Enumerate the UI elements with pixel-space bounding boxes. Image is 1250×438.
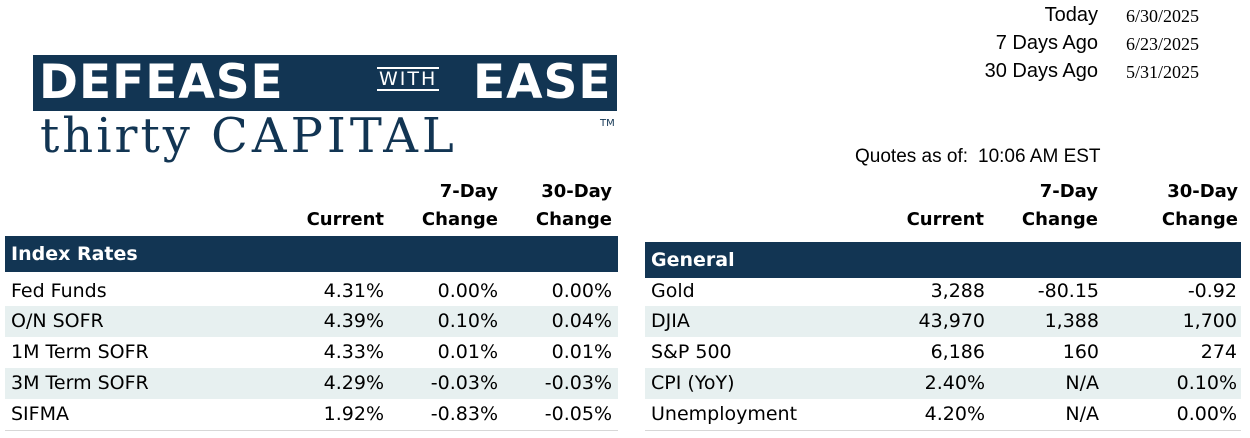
row-label: 1M Term SOFR	[11, 341, 149, 363]
table-row: O/N SOFR 4.39% 0.10% 0.04%	[5, 306, 618, 337]
current-value: 6,186	[930, 341, 985, 363]
table-row: Gold 3,288 -80.15 -0.92	[645, 276, 1241, 307]
logo-banner: DEFEASE WITH EASE	[33, 55, 617, 111]
header-30day: 30-Day	[1167, 181, 1238, 202]
header-7day: 7-Day	[439, 181, 498, 202]
30day-change-value: 0.00%	[551, 280, 612, 302]
quotes-label: Quotes as of:	[855, 146, 969, 167]
logo-word-capital: CAPITAL	[211, 108, 458, 164]
table-row: S&P 500 6,186 160 274	[645, 337, 1241, 368]
table-row: Unemployment 4.20% N/A 0.00%	[645, 399, 1241, 430]
date-value-today: 6/30/2025	[1126, 6, 1200, 26]
30day-change-value: -0.05%	[544, 403, 612, 425]
30day-change-value: 0.10%	[1176, 372, 1237, 394]
row-label: Gold	[651, 280, 695, 302]
table-bottom-border	[5, 430, 618, 431]
7day-change-value: -80.15	[1037, 280, 1099, 302]
date-label-7-days: 7 Days Ago	[995, 32, 1098, 54]
header-7day-change: Change	[421, 209, 498, 230]
logo-word-ease: EASE	[473, 55, 612, 110]
30day-change-value: 1,700	[1182, 310, 1237, 332]
7day-change-value: 0.01%	[437, 341, 498, 363]
current-value: 4.20%	[924, 403, 985, 425]
logo-word-thirty: thirty	[40, 108, 193, 164]
30day-change-value: 0.04%	[551, 310, 612, 332]
7day-change-value: 0.00%	[437, 280, 498, 302]
current-value: 4.39%	[323, 310, 384, 332]
header-30day-change: Change	[1161, 209, 1238, 230]
row-label: DJIA	[651, 310, 690, 332]
row-label: SIFMA	[11, 403, 69, 425]
header-30day-change: Change	[535, 209, 612, 230]
header-7day: 7-Day	[1039, 181, 1098, 202]
7day-change-value: -0.03%	[430, 372, 498, 394]
current-value: 2.40%	[924, 372, 985, 394]
table-row: CPI (YoY) 2.40% N/A 0.10%	[645, 368, 1241, 399]
quotes-time: 10:06 AM EST	[978, 146, 1101, 167]
7day-change-value: 160	[1062, 341, 1099, 363]
current-value: 43,970	[918, 310, 985, 332]
header-current: Current	[906, 209, 984, 230]
7day-change-value: 0.10%	[437, 310, 498, 332]
table-row: 3M Term SOFR 4.29% -0.03% -0.03%	[5, 368, 618, 399]
30day-change-value: -0.92	[1187, 280, 1237, 302]
logo-subtitle: thirty CAPITAL	[40, 108, 458, 164]
table-bottom-border	[645, 430, 1241, 431]
table-row: Fed Funds 4.31% 0.00% 0.00%	[5, 276, 618, 307]
date-value-30-days: 5/31/2025	[1126, 62, 1200, 82]
row-label: O/N SOFR	[11, 310, 104, 332]
header-7day-change: Change	[1021, 209, 1098, 230]
7day-change-value: 1,388	[1044, 310, 1099, 332]
current-value: 3,288	[930, 280, 985, 302]
table-row: 1M Term SOFR 4.33% 0.01% 0.01%	[5, 337, 618, 368]
current-value: 4.31%	[323, 280, 384, 302]
table-row: DJIA 43,970 1,388 1,700	[645, 306, 1241, 337]
7day-change-value: N/A	[1065, 372, 1099, 394]
header-30day: 30-Day	[541, 181, 612, 202]
table-title: Index Rates	[5, 236, 618, 272]
date-label-30-days: 30 Days Ago	[984, 60, 1098, 82]
logo-word-with: WITH	[377, 67, 440, 91]
30day-change-value: 274	[1200, 341, 1237, 363]
date-label-today: Today	[1044, 4, 1098, 26]
logo-word-defease: DEFEASE	[39, 55, 284, 110]
current-value: 4.29%	[323, 372, 384, 394]
row-label: CPI (YoY)	[651, 372, 735, 394]
current-value: 1.92%	[323, 403, 384, 425]
row-label: 3M Term SOFR	[11, 372, 149, 394]
7day-change-value: -0.83%	[430, 403, 498, 425]
30day-change-value: 0.00%	[1176, 403, 1237, 425]
logo-trademark: TM	[600, 118, 615, 129]
30day-change-value: 0.01%	[551, 341, 612, 363]
row-label: Fed Funds	[11, 280, 107, 302]
7day-change-value: N/A	[1065, 403, 1099, 425]
table-row: SIFMA 1.92% -0.83% -0.05%	[5, 399, 618, 430]
row-label: S&P 500	[651, 341, 732, 363]
date-value-7-days: 6/23/2025	[1126, 34, 1200, 54]
table-title: General	[645, 242, 1241, 278]
header-current: Current	[306, 209, 384, 230]
quotes-timestamp: Quotes as of: 10:06 AM EST	[855, 146, 1101, 168]
30day-change-value: -0.03%	[544, 372, 612, 394]
row-label: Unemployment	[651, 403, 798, 425]
current-value: 4.33%	[323, 341, 384, 363]
